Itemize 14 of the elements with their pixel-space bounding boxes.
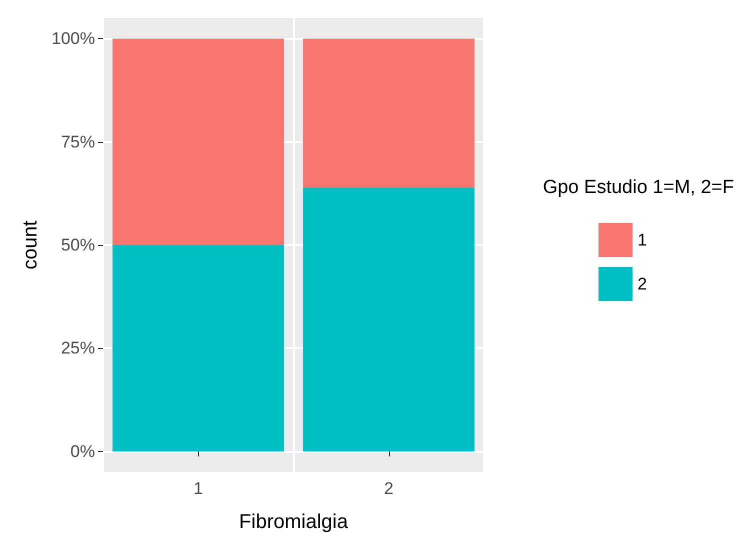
y-tick-label: 75%	[60, 132, 95, 152]
legend-label: 2	[638, 274, 648, 294]
bar	[303, 38, 474, 188]
bar	[112, 245, 284, 452]
legend-label: 1	[638, 230, 648, 250]
legend-title: Gpo Estudio 1=M, 2=F	[542, 177, 734, 198]
y-tick-label: 50%	[60, 236, 95, 254]
y-axis-title: count	[20, 220, 42, 270]
bar	[112, 38, 284, 245]
y-tick-label: 25%	[60, 338, 95, 358]
x-axis-title: Fibromialgia	[239, 511, 349, 533]
y-tick-label: 100%	[52, 29, 95, 48]
bar	[303, 187, 474, 452]
y-tick-label: 0%	[70, 442, 95, 461]
